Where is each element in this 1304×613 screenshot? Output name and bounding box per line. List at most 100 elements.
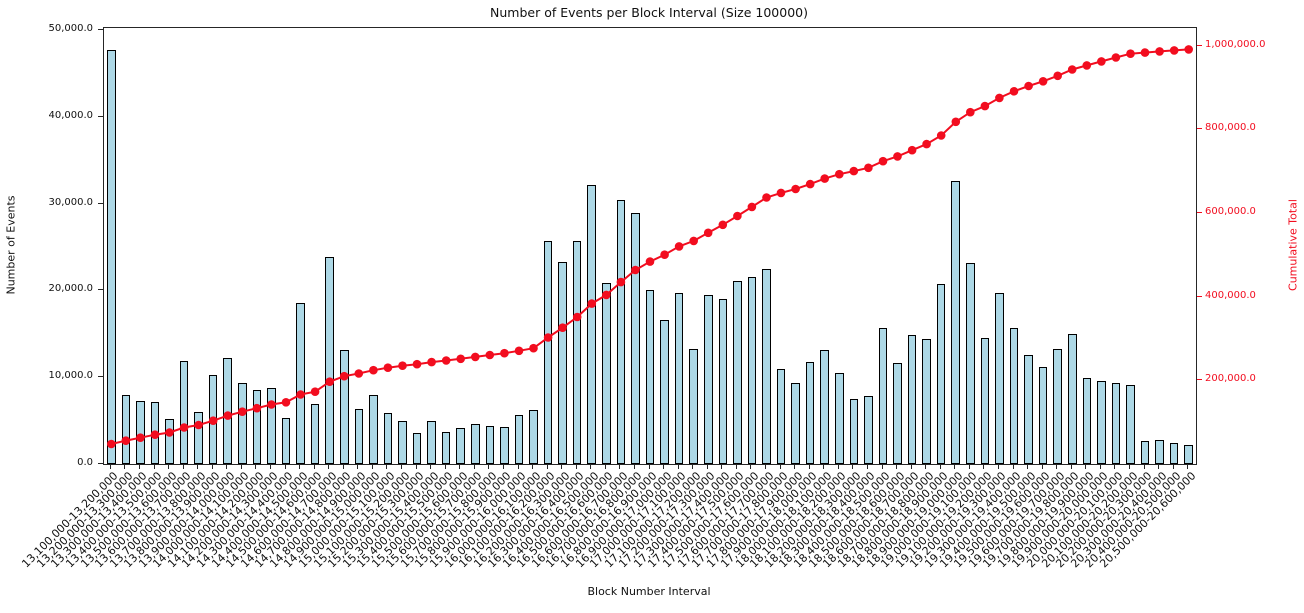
x-tick-mark (590, 465, 592, 469)
line-marker (427, 357, 436, 367)
line-marker (267, 400, 276, 409)
line-marker (762, 193, 771, 202)
x-tick-mark (881, 465, 883, 469)
x-tick-mark (852, 465, 854, 469)
line-marker (208, 416, 218, 426)
bar (1169, 442, 1179, 464)
line-marker (893, 152, 902, 161)
y-tick-mark-right (1197, 211, 1202, 213)
bar (296, 302, 305, 464)
line-marker (514, 346, 524, 356)
y-tick-label-right: 600,000.0 (1205, 205, 1256, 217)
line-marker (907, 145, 917, 155)
y-tick-label-left: 30,000.0 (48, 196, 93, 208)
line-marker (1067, 65, 1077, 74)
y-tick-mark-left (98, 29, 103, 30)
x-tick-mark (109, 465, 111, 469)
bar (179, 360, 189, 464)
bar (558, 261, 567, 464)
bar (223, 358, 233, 464)
x-tick-mark (328, 465, 330, 469)
x-tick-mark (415, 465, 417, 469)
line-marker (776, 188, 786, 198)
y-tick-mark-left (98, 376, 103, 378)
x-tick-mark (444, 465, 446, 469)
x-tick-mark (1027, 465, 1029, 469)
x-axis-label: Block Number Interval (587, 585, 711, 598)
y-tick-mark-right (1197, 295, 1202, 297)
bar (325, 256, 334, 464)
bar (1126, 385, 1135, 464)
line-marker (936, 131, 946, 140)
line-marker (878, 156, 888, 166)
bar (238, 383, 247, 464)
y-tick-label-right: 1,000,000.0 (1205, 38, 1266, 50)
x-tick-mark (823, 465, 825, 469)
bar (1097, 380, 1106, 464)
line-marker (995, 93, 1004, 103)
x-tick-mark (153, 465, 155, 469)
x-tick-mark (561, 465, 563, 469)
x-tick-mark (1041, 465, 1043, 469)
line-marker (441, 356, 451, 365)
line-marker (165, 428, 174, 437)
x-tick-mark (182, 465, 184, 469)
line-marker (136, 433, 145, 443)
line-marker (179, 423, 189, 432)
bar (616, 200, 626, 464)
x-tick-mark (808, 465, 810, 469)
bar (572, 240, 582, 464)
line-marker (529, 343, 538, 353)
bar (674, 293, 684, 464)
y-tick-label-left: 50,000.0 (48, 23, 93, 34)
bar (893, 363, 902, 464)
bar (660, 319, 669, 464)
y-tick-label-left: 10,000.0 (48, 370, 93, 382)
line-marker (1097, 57, 1106, 66)
line-marker (674, 242, 684, 251)
bar (121, 395, 131, 464)
line-marker (747, 202, 757, 212)
x-tick-mark (226, 465, 228, 469)
bar (470, 424, 480, 464)
line-marker (660, 250, 669, 259)
bar (514, 414, 524, 464)
bar (995, 293, 1004, 464)
bar (529, 410, 538, 464)
x-tick-mark (1172, 465, 1174, 469)
bar (427, 420, 436, 464)
line-marker (398, 361, 407, 371)
y-tick-mark-left (98, 463, 103, 464)
line-marker (281, 398, 291, 407)
x-tick-mark (1070, 465, 1072, 469)
line-marker (369, 365, 378, 375)
line-marker (791, 184, 800, 194)
line-marker (121, 436, 131, 446)
y-tick-label-right: 200,000.0 (1205, 373, 1256, 385)
line-marker (252, 403, 262, 413)
bar (718, 299, 728, 464)
line-marker (1053, 71, 1062, 81)
line-marker (485, 350, 495, 360)
x-tick-mark (765, 465, 766, 469)
x-tick-mark (269, 465, 271, 469)
bar (281, 418, 291, 464)
chart-title: Number of Events per Block Interval (Siz… (490, 5, 808, 20)
line-marker (238, 407, 247, 417)
bar (834, 372, 844, 464)
bar (776, 368, 786, 464)
y-axis-label-left: Number of Events (4, 195, 18, 295)
x-tick-mark (168, 465, 169, 469)
line-marker (602, 290, 611, 300)
x-tick-mark (721, 465, 723, 469)
bar (339, 350, 349, 464)
x-tick-mark (138, 465, 140, 469)
x-tick-mark (910, 465, 912, 469)
line-marker (1155, 47, 1164, 56)
x-tick-mark (604, 465, 606, 469)
bar (864, 396, 873, 464)
x-tick-mark (692, 465, 694, 469)
x-tick-mark (357, 465, 359, 469)
plot-area (103, 27, 1197, 465)
line-marker (543, 333, 553, 342)
